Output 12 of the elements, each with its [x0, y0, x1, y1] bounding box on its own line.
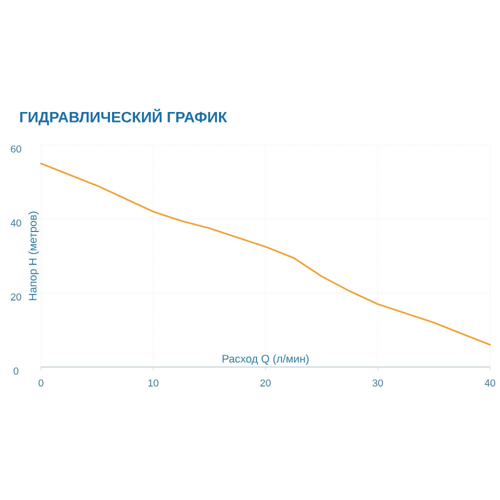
- x-tick-label: 0: [38, 379, 44, 387]
- x-axis-title: Расход Q (л/мин): [222, 354, 309, 365]
- x-tick-label: 30: [372, 379, 383, 387]
- y-tick-label: 0: [14, 367, 18, 375]
- y-tick-label: 20: [10, 293, 22, 301]
- chart-title: ГИДРАВЛИЧЕСКИЙ ГРАФИК: [20, 108, 228, 126]
- x-tick-label: 40: [484, 379, 496, 387]
- x-tick-label: 10: [148, 379, 158, 387]
- y-tick-label: 60: [10, 145, 22, 153]
- y-axis-title: Напор Н (метров): [28, 212, 39, 300]
- y-tick-label: 40: [10, 219, 22, 227]
- x-tick-label: 20: [260, 379, 271, 387]
